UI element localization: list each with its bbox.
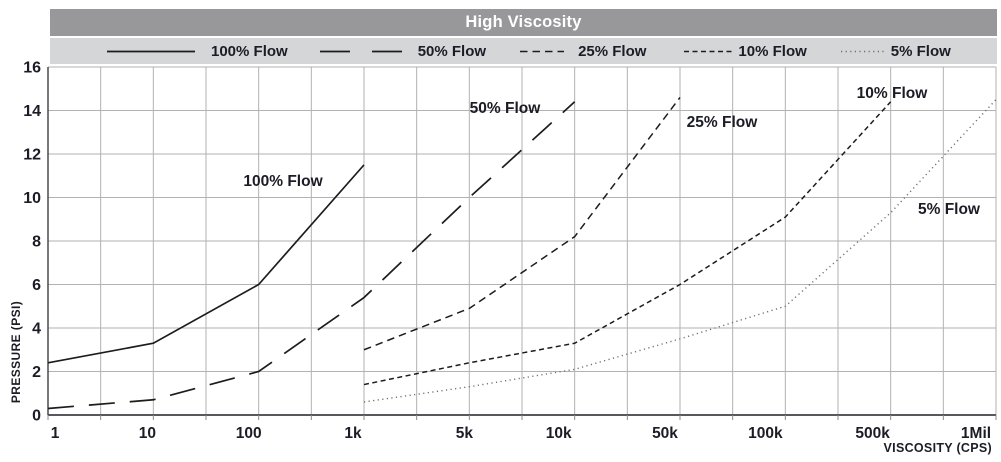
legend-sample-solid-line [107, 50, 195, 53]
legend-label-25-flow: 25% Flow [578, 42, 647, 60]
x-tick-label: 100k [748, 425, 783, 442]
y-tick-label: 2 [32, 364, 41, 381]
y-tick-label: 4 [32, 321, 41, 338]
legend-label-10-flow: 10% Flow [738, 42, 807, 60]
legend-label-100-flow: 100% Flow [211, 42, 288, 60]
x-tick-label: 50k [652, 425, 678, 442]
y-tick-label: 10 [23, 190, 41, 207]
x-tick-label: 5k [456, 425, 474, 442]
legend-item-5-flow: 5% Flow [839, 43, 951, 60]
x-tick-label: 100 [236, 425, 262, 442]
y-tick-label: 6 [32, 277, 41, 294]
curve-10-flow [363, 101, 892, 386]
chart-title: High Viscosity [465, 13, 582, 31]
curve-label-50-flow: 50% Flow [470, 100, 542, 117]
legend-label-5-flow: 5% Flow [890, 42, 951, 60]
curve-label-10-flow: 10% Flow [857, 85, 929, 102]
y-axis-title: PRESSURE (PSI) [9, 300, 23, 404]
legend-sample-dot-line [840, 50, 887, 53]
x-tick-label: 500k [855, 425, 890, 442]
legend-item-50-flow: 50% Flow [318, 43, 486, 60]
y-tick-label: 14 [23, 103, 41, 120]
curve-100-flow [47, 164, 365, 364]
legend-item-25-flow: 25% Flow [518, 43, 646, 60]
chart-title-bar: High Viscosity [50, 9, 997, 36]
legend-sample-long-dash-line [319, 50, 402, 53]
curve-label-100-flow: 100% Flow [243, 173, 323, 190]
legend-label-50-flow: 50% Flow [417, 42, 487, 60]
curve-5-flow [363, 99, 997, 403]
legend-item-100-flow: 100% Flow [105, 43, 288, 60]
x-tick-label: 1 [51, 425, 60, 442]
y-tick-label: 16 [23, 60, 41, 77]
y-tick-label: 0 [32, 408, 41, 425]
x-tick-label: 10k [546, 425, 572, 442]
curve-label-5-flow: 5% Flow [918, 201, 981, 218]
x-axis-title: VISCOSITY (CPS) [883, 441, 992, 455]
curve-50-flow [47, 101, 576, 410]
curve-25-flow [363, 96, 681, 351]
chart-legend: 100% Flow 50% Flow 25% Flow 10% Flow 5% Flow [50, 38, 997, 64]
legend-item-10-flow: 10% Flow [682, 42, 807, 60]
curve-label-25-flow: 25% Flow [687, 114, 759, 131]
y-tick-label: 12 [23, 147, 41, 164]
legend-sample-dash-line [520, 50, 565, 53]
y-tick-label: 8 [32, 234, 41, 251]
x-tick-label: 1Mil [961, 425, 991, 442]
x-tick-label: 10 [139, 425, 156, 442]
x-tick-label: 1k [344, 425, 362, 442]
